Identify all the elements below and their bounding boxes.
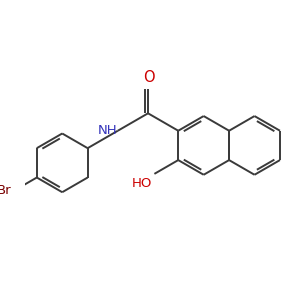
Text: NH: NH [97, 124, 117, 137]
Text: O: O [143, 70, 155, 85]
Text: HO: HO [131, 177, 152, 190]
Text: Br: Br [0, 184, 12, 197]
